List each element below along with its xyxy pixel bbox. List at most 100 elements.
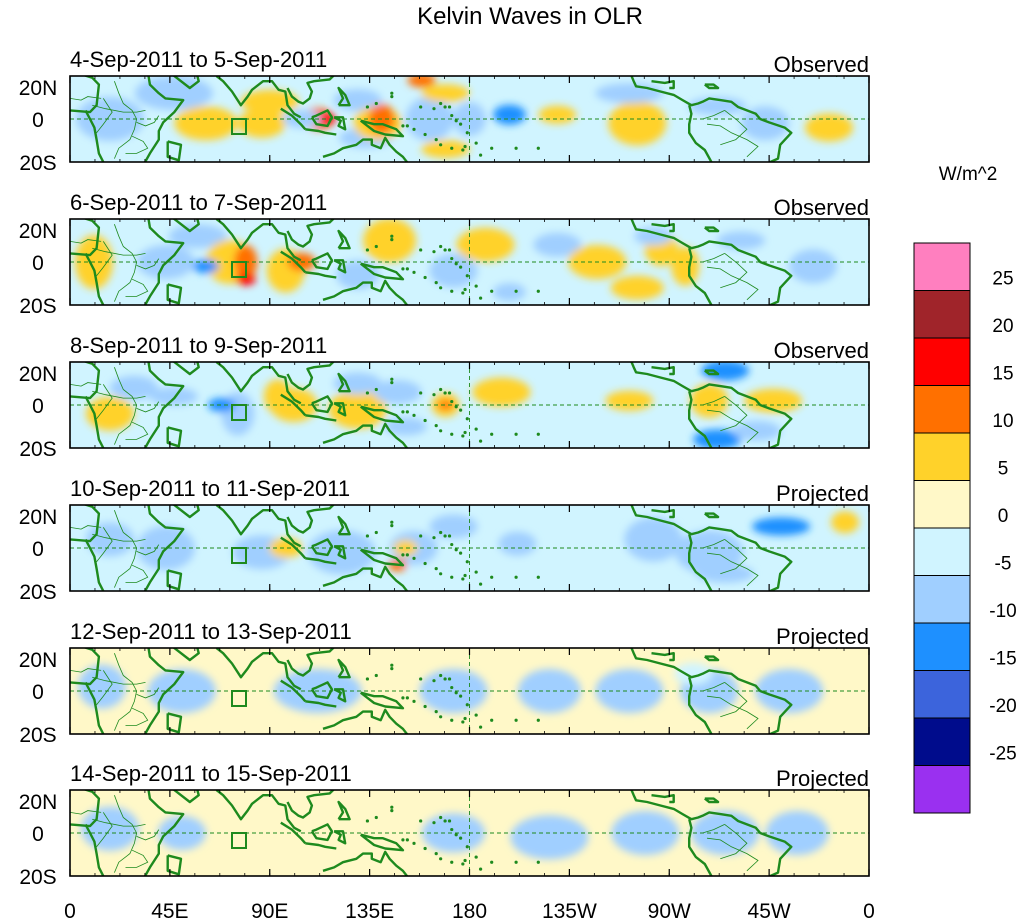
island [454, 119, 458, 123]
coastline [215, 505, 302, 548]
coastline [215, 219, 302, 262]
olr-anomaly [237, 108, 286, 138]
country-border [92, 533, 146, 542]
island [443, 819, 447, 823]
panel-status: Observed [774, 52, 869, 77]
coastline [630, 219, 793, 305]
latitude-label: 0 [32, 538, 44, 561]
coastline [143, 76, 185, 162]
island [514, 860, 518, 864]
olr-anomaly [696, 564, 755, 583]
island [459, 122, 463, 126]
map-panel: 20N 0 20S 10-Sep-2011 to 11-Sep-2011 Project… [19, 476, 870, 604]
map-panel: 20N 0 20S 12-Sep-2011 to 13-Sep-2011 Project… [19, 619, 870, 747]
island [474, 570, 478, 574]
coastlines [70, 648, 839, 734]
latitude-label: 20N [19, 363, 58, 386]
country-border [702, 396, 725, 406]
coastline [84, 823, 105, 876]
coastline [310, 109, 334, 128]
island [419, 248, 423, 252]
coastline [704, 512, 720, 519]
panel-status: Projected [776, 624, 869, 649]
island [439, 101, 443, 106]
olr-anomaly [147, 669, 216, 713]
coastline [322, 279, 409, 305]
coastline [337, 229, 351, 250]
island [536, 575, 540, 579]
olr-anomaly [671, 246, 700, 286]
colorbar-label: -15 [989, 649, 1016, 670]
colorbar-swatch [913, 290, 971, 339]
coastline [704, 83, 720, 90]
coastline [143, 790, 185, 876]
island [450, 575, 454, 579]
olr-anomaly [595, 83, 664, 104]
island [450, 432, 454, 436]
country-border [70, 96, 102, 101]
olr-anomaly [624, 517, 683, 562]
longitude-label: 90E [251, 900, 288, 922]
coastline [215, 76, 302, 119]
olr-anomaly [422, 813, 486, 853]
island [536, 860, 540, 864]
island [465, 417, 469, 421]
island [390, 809, 394, 813]
olr-anomaly [538, 105, 577, 124]
island [401, 553, 405, 557]
colorbar-swatch [913, 337, 971, 386]
coastlines [70, 790, 839, 876]
island [474, 284, 478, 288]
country-border [92, 247, 146, 256]
coastline [70, 362, 101, 400]
map-panel: 20N 0 20S 8-Sep-2011 to 9-Sep-2011 Observed [19, 333, 870, 461]
longitude-label: 45W [748, 900, 791, 922]
island [432, 107, 436, 111]
latitude-label: 0 [32, 823, 44, 846]
coastline [630, 648, 793, 734]
island [447, 105, 452, 109]
olr-anomaly [429, 514, 478, 539]
island [514, 432, 518, 436]
olr-anomaly [831, 511, 860, 534]
coastlines [70, 219, 839, 305]
island [536, 718, 540, 722]
island [419, 819, 423, 823]
country-border [720, 396, 748, 432]
island [465, 703, 469, 707]
colorbar-swatch [913, 242, 971, 291]
island [478, 296, 483, 300]
island [365, 248, 370, 252]
olr-anomaly [363, 219, 417, 263]
country-border [70, 668, 102, 673]
coastline [630, 76, 793, 162]
island [478, 153, 483, 157]
island [450, 827, 454, 832]
coastline [286, 505, 335, 534]
coastline [704, 369, 720, 376]
coastline [651, 794, 675, 804]
coastline [143, 362, 185, 448]
panel-date-range: 8-Sep-2011 to 9-Sep-2011 [70, 333, 327, 358]
island [463, 573, 467, 578]
longitude-label: 0 [64, 900, 76, 922]
island [478, 867, 483, 871]
country-border [70, 239, 102, 244]
colorbar-swatch [913, 670, 971, 719]
island [432, 250, 436, 254]
olr-anomaly [157, 816, 206, 850]
colorbar-swatch [913, 385, 971, 434]
island [463, 716, 467, 721]
island [390, 238, 394, 242]
island [390, 805, 394, 809]
coastline [84, 538, 105, 591]
island [443, 248, 447, 252]
island [439, 429, 443, 433]
island [439, 387, 443, 392]
coastline [688, 390, 713, 448]
coastline [286, 362, 335, 391]
island [465, 845, 469, 849]
colorbar-label: -25 [989, 744, 1016, 765]
coastline [70, 648, 101, 686]
